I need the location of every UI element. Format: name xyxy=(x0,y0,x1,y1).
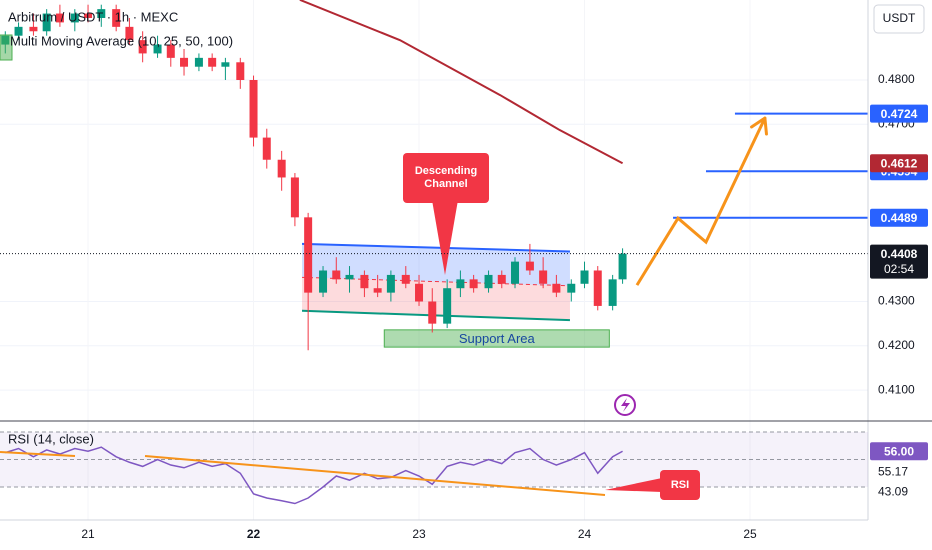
rsi-callout-pointer xyxy=(605,478,662,492)
x-tick-label: 21 xyxy=(81,527,95,541)
candle-body xyxy=(84,13,93,18)
alert-bolt xyxy=(621,398,630,412)
channel-upper xyxy=(301,242,570,253)
rsi-trendline xyxy=(0,451,76,457)
candle-body xyxy=(97,9,106,18)
countdown: 02:54 xyxy=(884,262,914,276)
candle-body xyxy=(112,9,121,27)
legend-marker xyxy=(0,34,13,61)
projection-path xyxy=(635,117,767,286)
candle-body xyxy=(319,270,328,293)
last-price-bg xyxy=(870,244,928,279)
candle-body xyxy=(70,13,79,23)
moving-average xyxy=(299,0,624,165)
level-label: 0.4489 xyxy=(881,211,918,225)
candle-body xyxy=(373,288,382,293)
callout-pointer xyxy=(432,200,458,275)
candle-body xyxy=(42,13,51,32)
candle-body xyxy=(567,283,576,293)
candle-body xyxy=(194,57,203,67)
currency-button-bg[interactable] xyxy=(873,4,925,34)
candle-body xyxy=(618,253,627,280)
x-tick-label: 25 xyxy=(743,527,757,541)
rsi-callout: RSI xyxy=(660,470,700,500)
candle-body xyxy=(208,57,217,67)
y-tick-label: 0.4100 xyxy=(878,382,915,396)
candle-body xyxy=(125,26,134,41)
rsi-label: 55.17 xyxy=(878,464,908,478)
rsi-trendline xyxy=(144,455,606,496)
candle-body xyxy=(593,270,602,306)
candle-body xyxy=(428,301,437,324)
support-label: Support Area xyxy=(459,331,536,346)
level-label-bg xyxy=(870,208,928,227)
chart-subtitle: Multi Moving Average (10, 25, 50, 100) xyxy=(10,33,233,48)
candle-body xyxy=(262,137,271,160)
candle-body xyxy=(539,270,548,284)
rsi-line xyxy=(5,446,623,505)
candle-body xyxy=(345,274,354,280)
candle-body xyxy=(277,159,286,178)
candle-body xyxy=(249,80,258,138)
candle-body xyxy=(332,270,341,280)
last-price-label: 0.4408 xyxy=(881,247,918,261)
arrow-head xyxy=(750,116,767,129)
channel-lower-fill xyxy=(302,277,570,321)
candle-body xyxy=(511,261,520,284)
rsi-label-bg xyxy=(870,442,928,461)
candle-body xyxy=(484,274,493,289)
y-tick-label: 0.4200 xyxy=(878,338,915,352)
candle-body xyxy=(55,13,64,23)
candle-body xyxy=(221,62,230,67)
candle-body xyxy=(469,279,478,289)
candle-body xyxy=(166,44,175,58)
candle-body xyxy=(497,274,506,284)
candle-body xyxy=(236,62,245,81)
candle-body xyxy=(360,274,369,289)
level-label-bg xyxy=(870,104,928,123)
candle-body xyxy=(153,44,162,54)
candle-body xyxy=(443,288,452,324)
candle-body xyxy=(552,283,561,293)
candle-body xyxy=(290,177,299,218)
x-tick-label: 24 xyxy=(578,527,592,541)
candle-body xyxy=(456,279,465,289)
x-tick-label: 22 xyxy=(247,527,261,541)
candle-body xyxy=(180,57,189,67)
candle-body xyxy=(415,283,424,302)
rsi-label: 43.09 xyxy=(878,484,908,498)
candle-body xyxy=(14,26,23,36)
y-tick-label: 0.4800 xyxy=(878,72,915,86)
x-tick-label: 23 xyxy=(412,527,426,541)
ma-label: 0.4612 xyxy=(881,156,918,170)
candle-body xyxy=(138,40,147,54)
support-area xyxy=(383,329,610,348)
candle-body xyxy=(580,270,589,284)
candle-body xyxy=(608,279,617,306)
y-tick-label: 0.4300 xyxy=(878,294,915,308)
chart-title: Arbitrum / USDT · 1h · MEXC xyxy=(8,9,178,24)
currency-button[interactable]: USDT xyxy=(883,11,916,25)
candle-body xyxy=(525,261,534,271)
ma-label-bg xyxy=(870,154,928,173)
level-label: 0.4724 xyxy=(881,107,918,121)
candle-body xyxy=(386,274,395,293)
candle-body xyxy=(304,217,313,293)
candle-body xyxy=(29,26,38,32)
rsi-label: 56.00 xyxy=(884,444,914,458)
rsi-title: RSI (14, close) xyxy=(8,431,94,446)
channel-callout: Descending Channel xyxy=(403,153,489,203)
candle-body xyxy=(401,274,410,284)
arrow-head xyxy=(763,116,768,136)
